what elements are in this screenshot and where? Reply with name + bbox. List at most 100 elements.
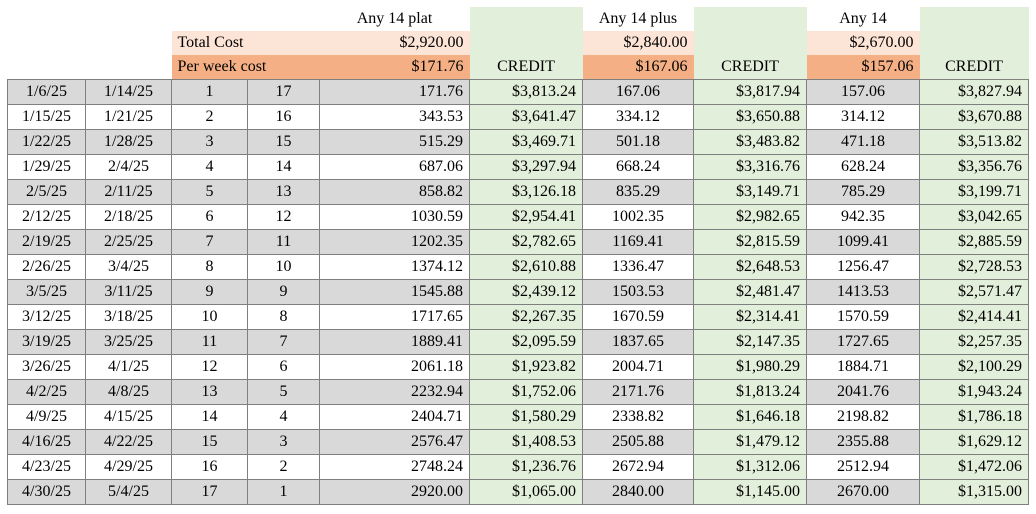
start-date-cell[interactable]: 2/5/25 [7, 179, 86, 205]
credit-plus-cell[interactable]: $2,481.47 [693, 279, 807, 305]
week-number-cell[interactable]: 17 [171, 479, 248, 505]
credit-plus-cell[interactable]: $3,316.76 [693, 154, 807, 180]
credit-plus-cell[interactable]: $1,980.29 [693, 354, 807, 380]
weeks-remaining-cell[interactable]: 3 [247, 429, 320, 455]
credit-plat-cell[interactable]: $3,813.24 [469, 79, 583, 105]
paid-plat-cell[interactable]: 2920.00 [319, 479, 470, 505]
week-number-cell[interactable]: 6 [171, 204, 248, 230]
start-date-cell[interactable]: 2/19/25 [7, 229, 86, 255]
paid-plus-cell[interactable]: 2171.76 [582, 379, 694, 405]
week-number-cell[interactable]: 5 [171, 179, 248, 205]
end-date-cell[interactable]: 1/21/25 [85, 104, 172, 130]
plan-name-plus[interactable]: Any 14 plus [598, 10, 678, 27]
credit-plat-cell[interactable]: $3,297.94 [469, 154, 583, 180]
paid-any14-cell[interactable]: 314.12 [806, 104, 920, 130]
start-date-cell[interactable]: 4/23/25 [7, 454, 86, 480]
paid-plus-cell[interactable]: 2840.00 [582, 479, 694, 505]
paid-any14-cell[interactable]: 471.18 [806, 129, 920, 155]
credit-plus-cell[interactable]: $2,982.65 [693, 204, 807, 230]
start-date-cell[interactable]: 2/12/25 [7, 204, 86, 230]
end-date-cell[interactable]: 4/8/25 [85, 379, 172, 405]
start-date-cell[interactable]: 1/15/25 [7, 104, 86, 130]
per-week-label[interactable]: Per week cost [171, 55, 320, 80]
paid-plus-cell[interactable]: 2672.94 [582, 454, 694, 480]
paid-any14-cell[interactable]: 2041.76 [806, 379, 920, 405]
paid-plat-cell[interactable]: 1374.12 [319, 254, 470, 280]
end-date-cell[interactable]: 4/29/25 [85, 454, 172, 480]
paid-plat-cell[interactable]: 2061.18 [319, 354, 470, 380]
paid-plat-cell[interactable]: 171.76 [319, 79, 470, 105]
credit-plat-cell[interactable]: $2,439.12 [469, 279, 583, 305]
credit-plus-cell[interactable]: $3,483.82 [693, 129, 807, 155]
end-date-cell[interactable]: 1/28/25 [85, 129, 172, 155]
paid-any14-cell[interactable]: 2670.00 [806, 479, 920, 505]
credit-plus-cell[interactable]: $2,147.35 [693, 329, 807, 355]
week-number-cell[interactable]: 3 [171, 129, 248, 155]
credit-plat-cell[interactable]: $2,267.35 [469, 304, 583, 330]
paid-plat-cell[interactable]: 2404.71 [319, 404, 470, 430]
end-date-cell[interactable]: 4/22/25 [85, 429, 172, 455]
credit-any14-cell[interactable]: $1,943.24 [919, 379, 1029, 405]
credit-any14-cell[interactable]: $2,885.59 [919, 229, 1029, 255]
weeks-remaining-cell[interactable]: 5 [247, 379, 320, 405]
paid-plat-cell[interactable]: 1545.88 [319, 279, 470, 305]
weeks-remaining-cell[interactable]: 7 [247, 329, 320, 355]
week-number-cell[interactable]: 12 [171, 354, 248, 380]
paid-plus-cell[interactable]: 1169.41 [582, 229, 694, 255]
paid-plus-cell[interactable]: 501.18 [582, 129, 694, 155]
weeks-remaining-cell[interactable]: 15 [247, 129, 320, 155]
week-number-cell[interactable]: 14 [171, 404, 248, 430]
end-date-cell[interactable]: 2/11/25 [85, 179, 172, 205]
weeks-remaining-cell[interactable]: 4 [247, 404, 320, 430]
credit-any14-cell[interactable]: $3,199.71 [919, 179, 1029, 205]
credit-plus-cell[interactable]: $3,149.71 [693, 179, 807, 205]
paid-any14-cell[interactable]: 1413.53 [806, 279, 920, 305]
credit-plus-cell[interactable]: $2,815.59 [693, 229, 807, 255]
paid-any14-cell[interactable]: 1727.65 [806, 329, 920, 355]
credit-any14-cell[interactable]: $1,315.00 [919, 479, 1029, 505]
start-date-cell[interactable]: 3/12/25 [7, 304, 86, 330]
weeks-remaining-cell[interactable]: 12 [247, 204, 320, 230]
weeks-remaining-cell[interactable]: 14 [247, 154, 320, 180]
total-cost-plus[interactable]: $2,840.00 [582, 31, 694, 55]
paid-plus-cell[interactable]: 1670.59 [582, 304, 694, 330]
paid-plat-cell[interactable]: 858.82 [319, 179, 470, 205]
start-date-cell[interactable]: 1/6/25 [7, 79, 86, 105]
credit-plat-cell[interactable]: $1,752.06 [469, 379, 583, 405]
credit-any14-cell[interactable]: $2,100.29 [919, 354, 1029, 380]
weeks-remaining-cell[interactable]: 9 [247, 279, 320, 305]
per-week-plus[interactable]: $167.06 [582, 55, 694, 80]
paid-any14-cell[interactable]: 1099.41 [806, 229, 920, 255]
credit-header[interactable]: CREDIT [919, 55, 1029, 80]
start-date-cell[interactable]: 4/30/25 [7, 479, 86, 505]
credit-plus-cell[interactable]: $1,813.24 [693, 379, 807, 405]
start-date-cell[interactable]: 4/2/25 [7, 379, 86, 405]
paid-plat-cell[interactable]: 1030.59 [319, 204, 470, 230]
paid-plus-cell[interactable]: 668.24 [582, 154, 694, 180]
credit-plus-cell[interactable]: $1,646.18 [693, 404, 807, 430]
paid-any14-cell[interactable]: 157.06 [806, 79, 920, 105]
total-cost-any14[interactable]: $2,670.00 [806, 31, 920, 55]
credit-plat-cell[interactable]: $3,641.47 [469, 104, 583, 130]
paid-plus-cell[interactable]: 334.12 [582, 104, 694, 130]
credit-plat-cell[interactable]: $1,923.82 [469, 354, 583, 380]
weeks-remaining-cell[interactable]: 10 [247, 254, 320, 280]
credit-plat-cell[interactable]: $1,065.00 [469, 479, 583, 505]
paid-plat-cell[interactable]: 1717.65 [319, 304, 470, 330]
credit-header[interactable]: CREDIT [693, 55, 807, 80]
week-number-cell[interactable]: 16 [171, 454, 248, 480]
plan-name-any14[interactable]: Any 14 [839, 10, 887, 27]
credit-plus-cell[interactable]: $2,648.53 [693, 254, 807, 280]
total-cost-plat[interactable]: $2,920.00 [319, 31, 470, 55]
paid-plus-cell[interactable]: 2004.71 [582, 354, 694, 380]
credit-plat-cell[interactable]: $1,408.53 [469, 429, 583, 455]
end-date-cell[interactable]: 3/4/25 [85, 254, 172, 280]
credit-plat-cell[interactable]: $2,954.41 [469, 204, 583, 230]
credit-any14-cell[interactable]: $3,670.88 [919, 104, 1029, 130]
end-date-cell[interactable]: 4/15/25 [85, 404, 172, 430]
week-number-cell[interactable]: 4 [171, 154, 248, 180]
start-date-cell[interactable]: 3/5/25 [7, 279, 86, 305]
weeks-remaining-cell[interactable]: 13 [247, 179, 320, 205]
week-number-cell[interactable]: 11 [171, 329, 248, 355]
credit-any14-cell[interactable]: $3,513.82 [919, 129, 1029, 155]
